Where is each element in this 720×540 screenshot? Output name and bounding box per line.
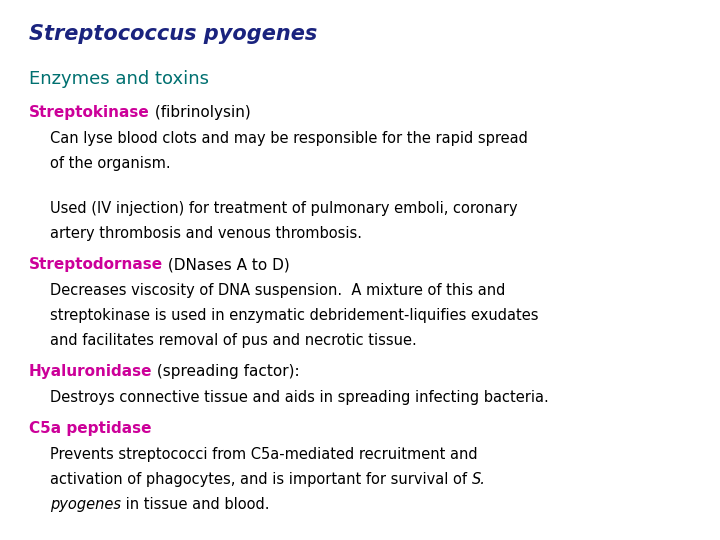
Text: Streptodornase: Streptodornase xyxy=(29,257,163,272)
Text: pyogenes: pyogenes xyxy=(50,497,122,512)
Text: Destroys connective tissue and aids in spreading infecting bacteria.: Destroys connective tissue and aids in s… xyxy=(50,390,549,405)
Text: Can lyse blood clots and may be responsible for the rapid spread: Can lyse blood clots and may be responsi… xyxy=(50,131,528,146)
Text: (spreading factor):: (spreading factor): xyxy=(153,364,300,379)
Text: streptokinase is used in enzymatic debridement-liquifies exudates: streptokinase is used in enzymatic debri… xyxy=(50,308,539,323)
Text: (DNases A to D): (DNases A to D) xyxy=(163,257,289,272)
Text: Enzymes and toxins: Enzymes and toxins xyxy=(29,70,209,88)
Text: artery thrombosis and venous thrombosis.: artery thrombosis and venous thrombosis. xyxy=(50,226,362,241)
Text: of the organism.: of the organism. xyxy=(50,156,171,171)
Text: Streptokinase: Streptokinase xyxy=(29,105,150,120)
Text: and facilitates removal of pus and necrotic tissue.: and facilitates removal of pus and necro… xyxy=(50,333,417,348)
Text: S.: S. xyxy=(472,472,486,487)
Text: Streptococcus pyogenes: Streptococcus pyogenes xyxy=(29,24,317,44)
Text: Decreases viscosity of DNA suspension.  A mixture of this and: Decreases viscosity of DNA suspension. A… xyxy=(50,283,505,298)
Text: in tissue and blood.: in tissue and blood. xyxy=(122,497,270,512)
Text: Used (IV injection) for treatment of pulmonary emboli, coronary: Used (IV injection) for treatment of pul… xyxy=(50,201,518,216)
Text: C5a peptidase: C5a peptidase xyxy=(29,421,151,436)
Text: activation of phagocytes, and is important for survival of: activation of phagocytes, and is importa… xyxy=(50,472,472,487)
Text: (fibrinolysin): (fibrinolysin) xyxy=(150,105,251,120)
Text: Prevents streptococci from C5a-mediated recruitment and: Prevents streptococci from C5a-mediated … xyxy=(50,447,478,462)
Text: Hyaluronidase: Hyaluronidase xyxy=(29,364,153,379)
